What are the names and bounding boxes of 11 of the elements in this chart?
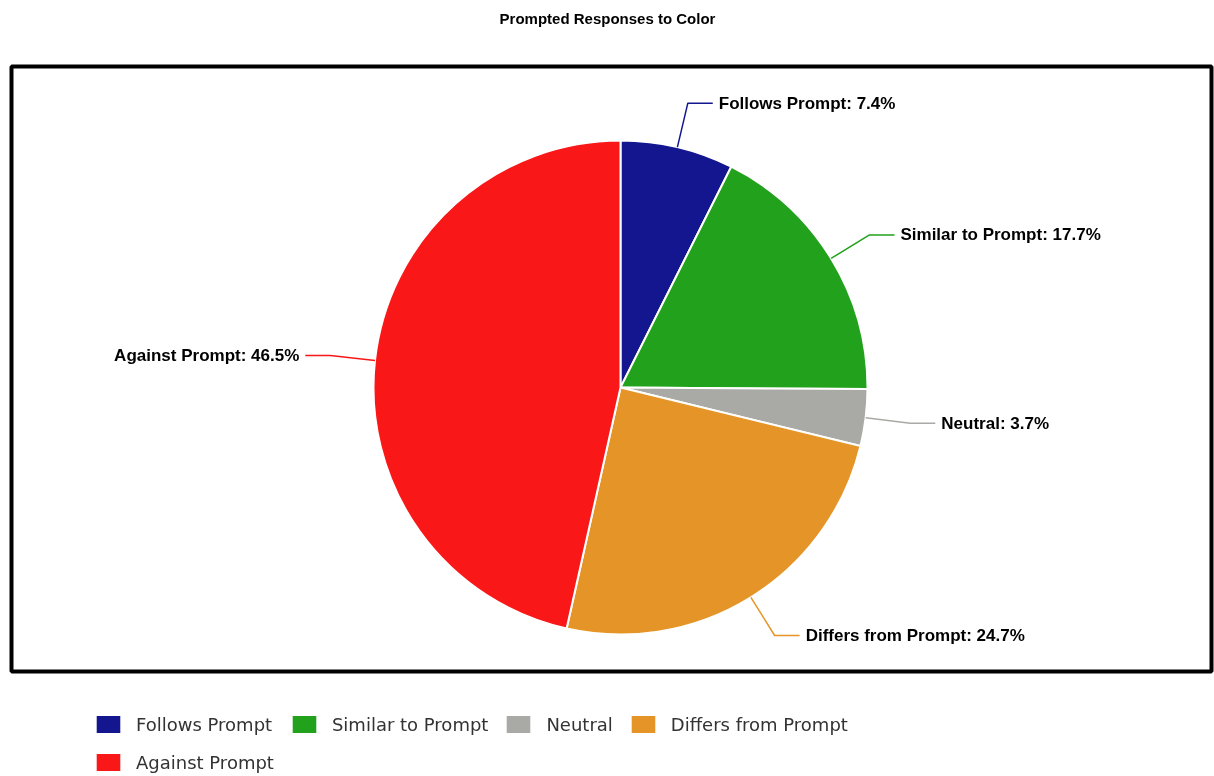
data-label: Similar to Prompt: 17.7% bbox=[900, 225, 1101, 245]
legend-label: Differs from Prompt bbox=[670, 712, 848, 736]
data-label: Follows Prompt: 7.4% bbox=[718, 93, 896, 113]
data-label: Differs from Prompt: 24.7% bbox=[805, 626, 1025, 646]
legend-label: Neutral bbox=[546, 712, 613, 736]
legend-label: Similar to Prompt bbox=[331, 712, 489, 736]
data-label: Against Prompt: 46.5% bbox=[114, 345, 300, 365]
legend-label: Against Prompt bbox=[136, 750, 274, 774]
chart-title: Prompted Responses to Color bbox=[499, 10, 716, 27]
legend-label: Follows Prompt bbox=[136, 712, 273, 736]
data-label: Neutral: 3.7% bbox=[941, 413, 1050, 433]
